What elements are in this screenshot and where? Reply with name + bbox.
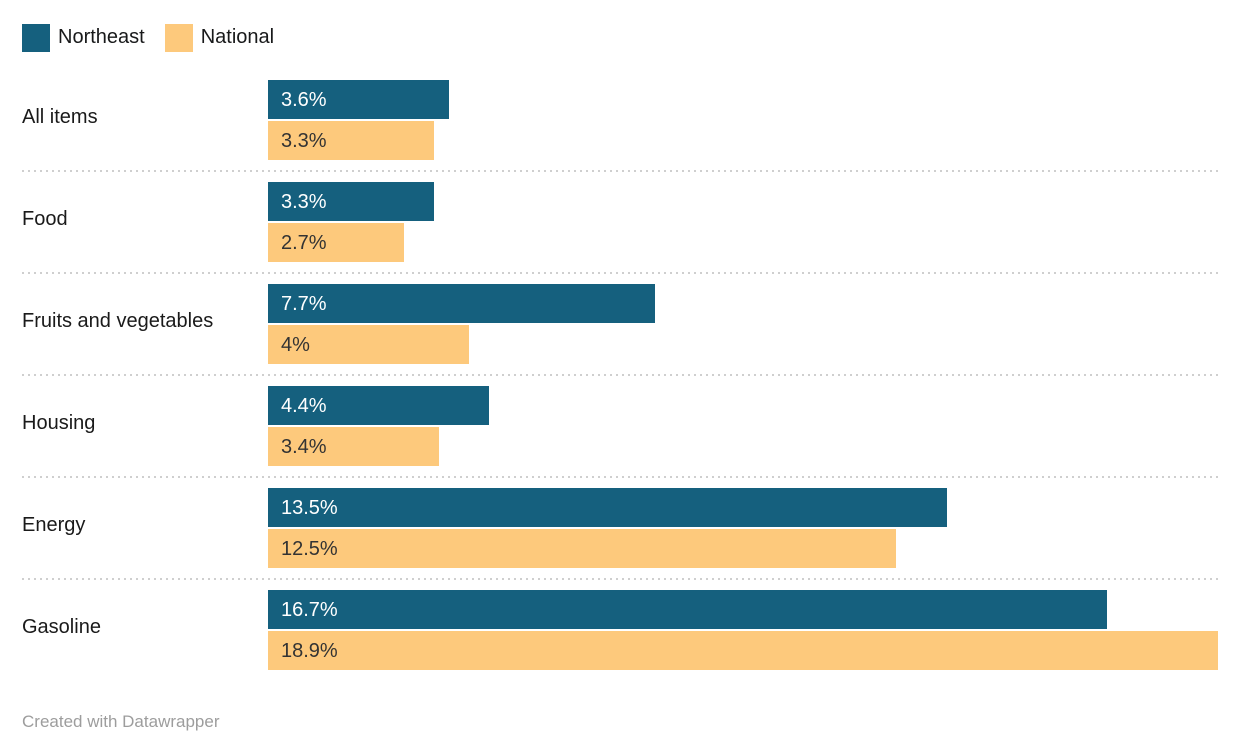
bar-value-label: 16.7% (281, 598, 338, 621)
dotted-separator (22, 578, 1218, 580)
bar-national[interactable]: 18.9% (268, 631, 1218, 670)
bar-northeast[interactable]: 4.4% (268, 386, 490, 425)
bar-group: 16.7% 18.9% (268, 590, 1218, 670)
bar-northeast[interactable]: 3.3% (268, 182, 434, 221)
bar-northeast[interactable]: 7.7% (268, 284, 656, 323)
bar-value-label: 13.5% (281, 496, 338, 519)
national-swatch-icon (164, 23, 193, 52)
bar-value-label: 7.7% (281, 292, 327, 315)
bar-value-label: 3.3% (281, 190, 327, 213)
chart-footer: Created with Datawrapper (22, 712, 1218, 732)
bar-value-label: 4.4% (281, 394, 327, 417)
category-label: All items (22, 105, 98, 128)
bar-value-label: 3.6% (281, 88, 327, 111)
category-label: Housing (22, 411, 96, 434)
dotted-separator (22, 476, 1218, 478)
bar-group: 3.3% 2.7% (268, 182, 1218, 262)
bar-national[interactable]: 12.5% (268, 529, 897, 568)
chart-row: Energy 13.5% 12.5% (22, 488, 1218, 568)
datawrapper-credit: Created with Datawrapper (22, 712, 220, 731)
bar-value-label: 3.4% (281, 435, 327, 458)
bar-value-label: 3.3% (281, 129, 327, 152)
bar-value-label: 18.9% (281, 639, 338, 662)
legend-item-northeast: Northeast (22, 23, 145, 52)
bar-national[interactable]: 3.3% (268, 121, 434, 160)
northeast-swatch-icon (22, 23, 50, 52)
chart-row: Gasoline 16.7% 18.9% (22, 590, 1218, 670)
bar-group: 4.4% 3.4% (268, 386, 1218, 466)
dotted-separator (22, 374, 1218, 376)
chart-row: All items 3.6% 3.3% (22, 80, 1218, 160)
chart-rows: All items 3.6% 3.3% Food 3.3% 2.7% Fruits and … (22, 80, 1218, 670)
bar-value-label: 2.7% (281, 231, 327, 254)
legend-label-national: National (200, 26, 275, 48)
bar-group: 13.5% 12.5% (268, 488, 1218, 568)
bar-northeast[interactable]: 16.7% (268, 590, 1108, 629)
category-label: Energy (22, 513, 86, 536)
chart-row: Fruits and vegetables 7.7% 4% (22, 284, 1218, 364)
bar-national[interactable]: 3.4% (268, 427, 439, 466)
category-label: Fruits and vegetables (22, 309, 214, 332)
legend-label-northeast: Northeast (58, 26, 145, 48)
dotted-separator (22, 272, 1218, 274)
category-label: Gasoline (22, 615, 101, 638)
legend-item-national: National (164, 23, 275, 52)
legend: Northeast National (22, 23, 1218, 52)
bar-value-label: 12.5% (281, 537, 338, 560)
chart-row: Food 3.3% 2.7% (22, 182, 1218, 262)
bar-national[interactable]: 2.7% (268, 223, 404, 262)
bar-group: 7.7% 4% (268, 284, 1218, 364)
bar-group: 3.6% 3.3% (268, 80, 1218, 160)
dotted-separator (22, 170, 1218, 172)
bar-value-label: 4% (281, 333, 310, 356)
chart-row: Housing 4.4% 3.4% (22, 386, 1218, 466)
category-label: Food (22, 207, 68, 230)
bar-northeast[interactable]: 13.5% (268, 488, 947, 527)
bar-northeast[interactable]: 3.6% (268, 80, 449, 119)
bar-national[interactable]: 4% (268, 325, 470, 364)
